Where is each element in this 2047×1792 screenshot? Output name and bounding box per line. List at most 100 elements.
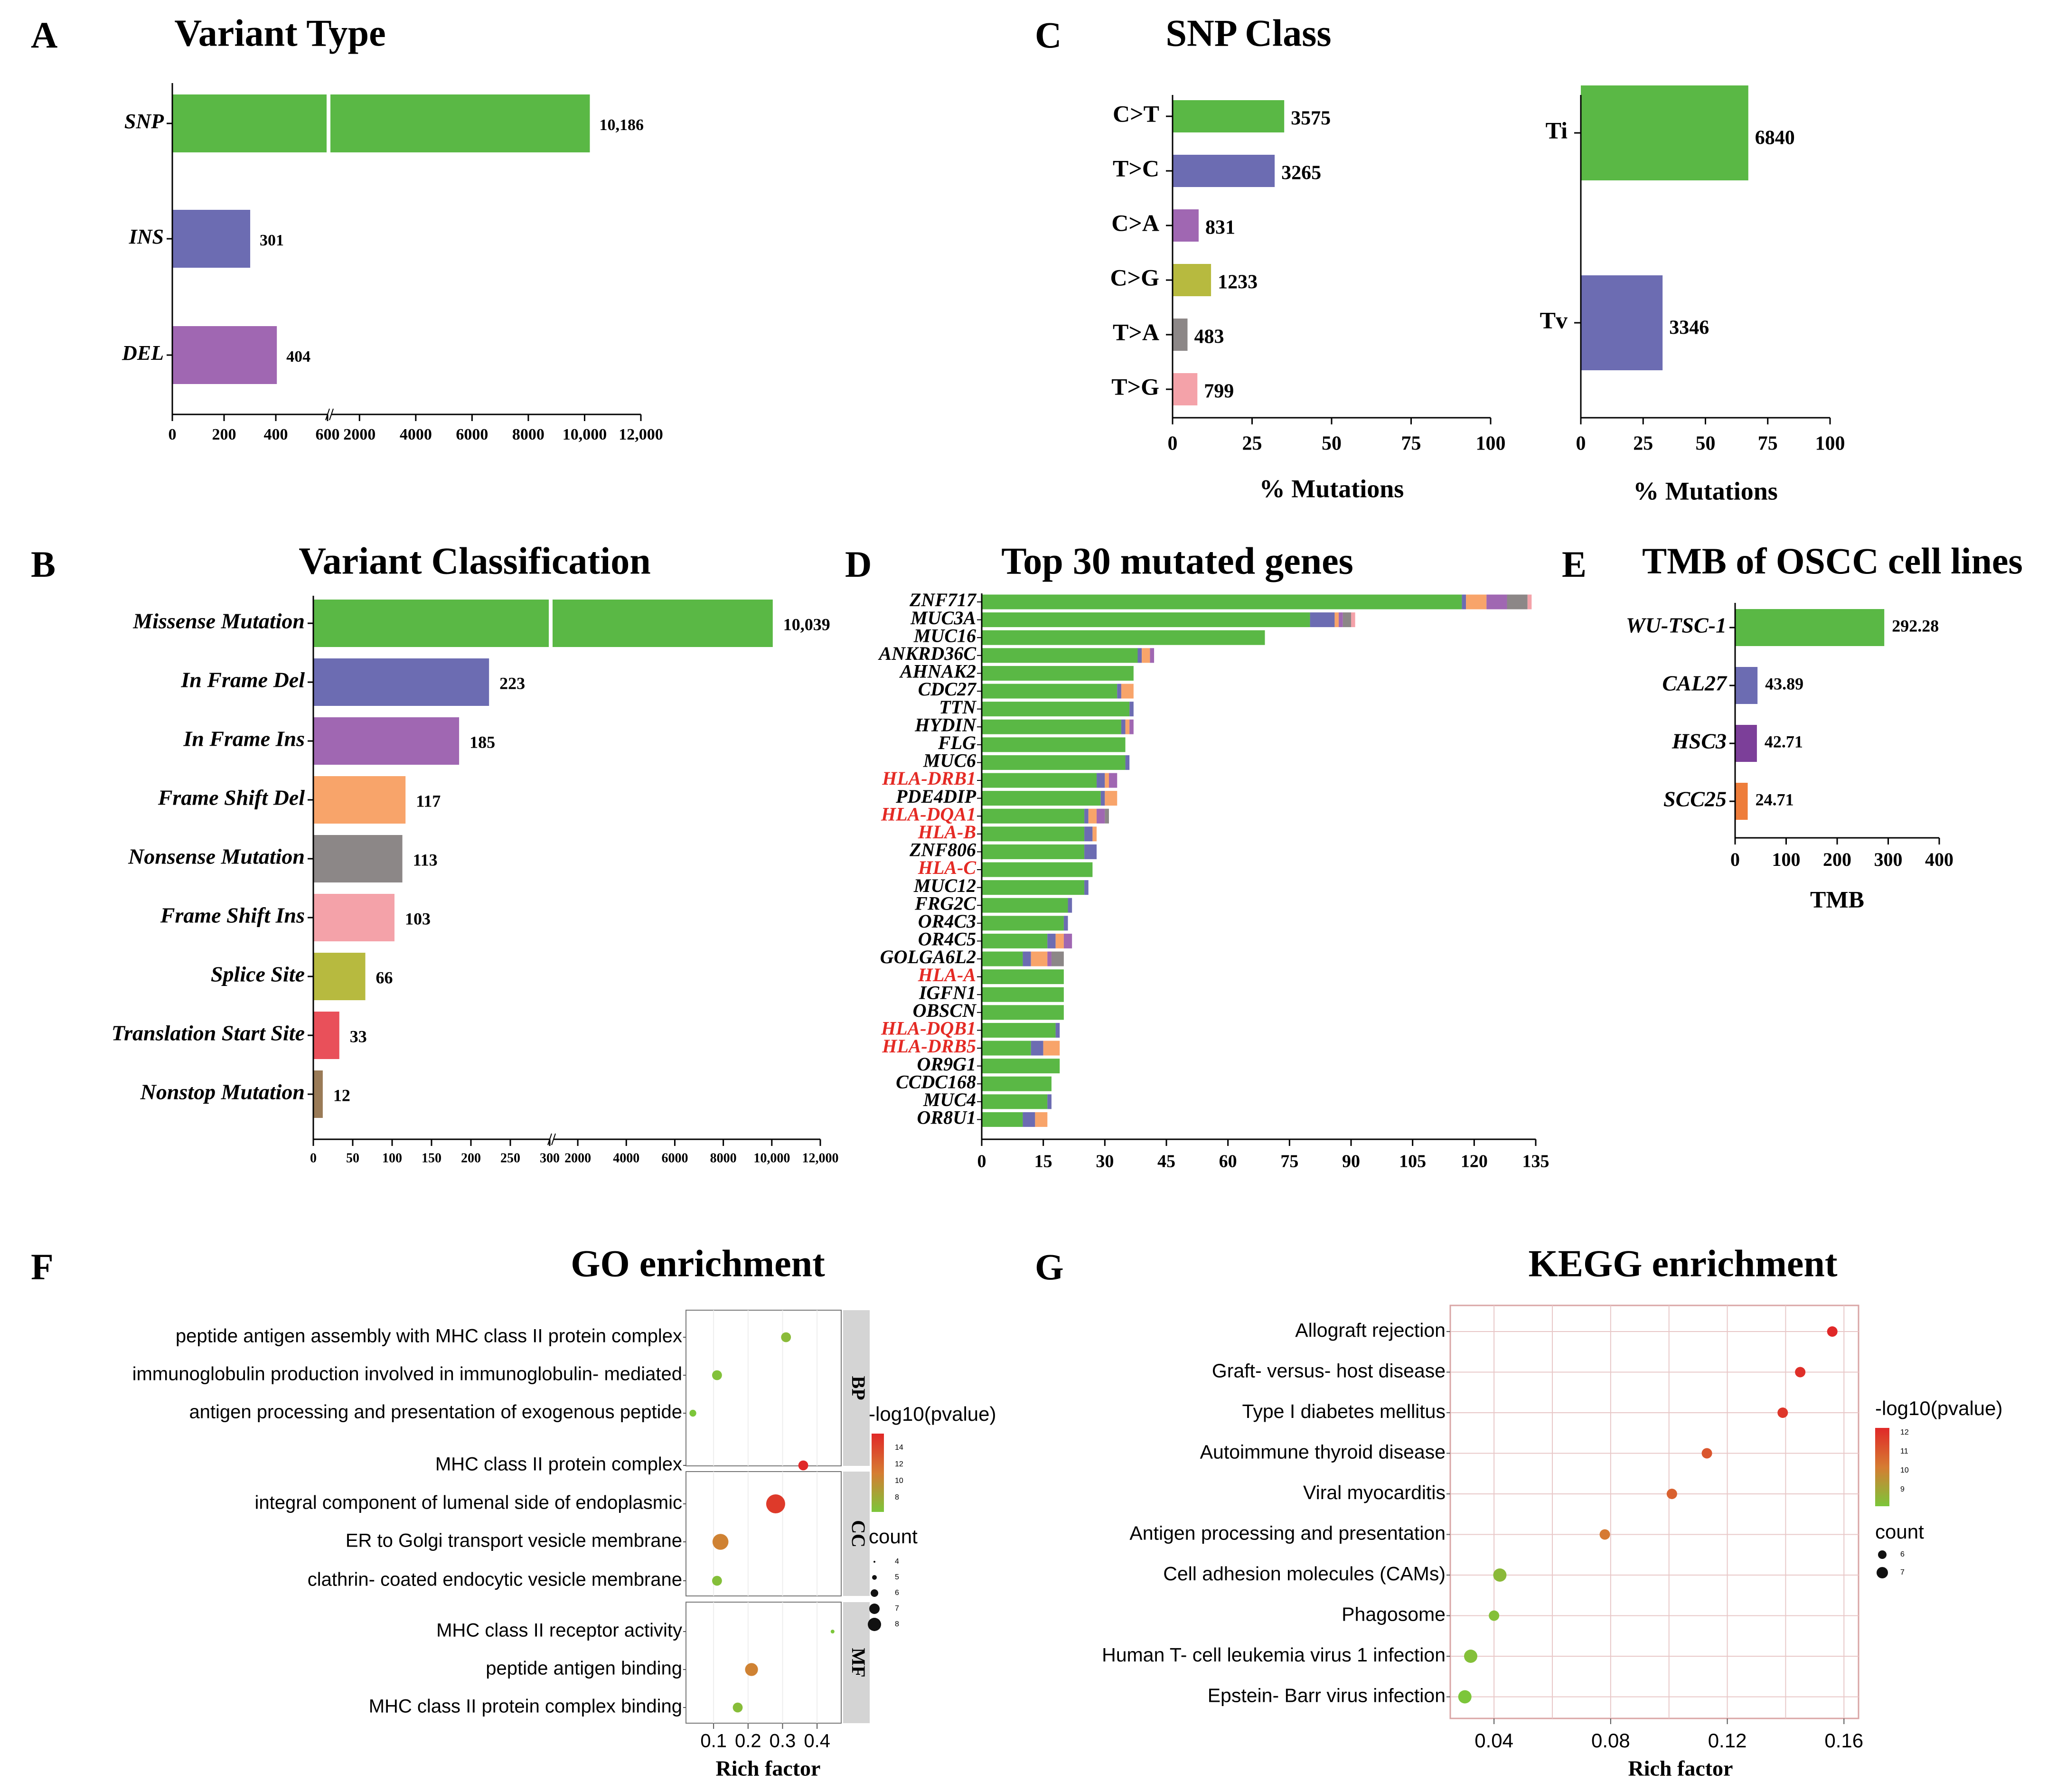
color-legend-tick: 10: [1900, 1466, 1909, 1474]
bar-segment-ahnak2: [982, 666, 1134, 681]
chart-title-variant-type: Variant Type: [174, 12, 385, 54]
facet-label-cc: CC: [848, 1520, 869, 1548]
data-label-t-a: 483: [1194, 326, 1224, 348]
x-tick-label: 300: [540, 1151, 560, 1165]
facet-strip-cc: [843, 1472, 870, 1596]
x-tick-label: 75: [1758, 433, 1778, 455]
bar-c-t: [1173, 100, 1285, 132]
bar-segment-igfn1: [982, 987, 1064, 1002]
color-legend-tick: 14: [895, 1444, 903, 1452]
point-er-to-golgi-transport-vesicle-membrane: [712, 1534, 729, 1550]
bar-segment-hla-b: [1084, 826, 1093, 842]
gene-label-muc4: MUC4: [923, 1089, 976, 1110]
gene-label-hla-dqa1: HLA-DQA1: [881, 803, 976, 825]
bar-segment-cdc27: [1117, 684, 1121, 699]
category-label-t-g: T>G: [1111, 373, 1159, 400]
category-label-scc25: SCC25: [1663, 787, 1727, 811]
bar-tv: [1581, 275, 1663, 370]
category-label-splice-site: Splice Site: [211, 962, 305, 986]
data-label-nonstop-mutation: 12: [333, 1086, 350, 1105]
x-tick-label: 8000: [512, 426, 545, 443]
bar-segment-znf717: [1466, 594, 1487, 610]
bar-segment-golga6l2: [1051, 951, 1064, 966]
gene-label-ankrd36c: ANKRD36C: [878, 643, 977, 664]
category-label-c-g: C>G: [1110, 264, 1160, 291]
bar-segment-hla-drb1: [1108, 773, 1117, 788]
x-tick-label: 6000: [456, 426, 488, 443]
x-tick-label: 200: [1823, 849, 1851, 870]
bar-segment-hla-dqa1: [1105, 808, 1109, 824]
size-legend-tick: 5: [895, 1573, 899, 1581]
facet-panel-cc: [685, 1471, 842, 1596]
point-mhc-class-ii-receptor-activity: [830, 1630, 835, 1633]
bar-c-g: [1173, 264, 1211, 296]
bar-segment-ankrd36c: [1137, 648, 1142, 663]
size-legend-tick: 7: [895, 1604, 899, 1613]
category-label-t-a: T>A: [1113, 319, 1159, 345]
term-label-mhc-class-ii-receptor-activity: MHC class II receptor activity: [436, 1620, 682, 1641]
x-tick-label: 100: [382, 1151, 402, 1165]
gene-label-hla-dqb1: HLA-DQB1: [881, 1018, 976, 1039]
point-cell-adhesion-molecules-cams: [1493, 1568, 1507, 1582]
term-label-human-t-cell-leukemia-virus-1-infection: Human T- cell leukemia virus 1 infection: [1102, 1644, 1446, 1666]
bar-segment-or4c5: [1055, 933, 1064, 948]
x-tick-label: 25: [1633, 433, 1653, 455]
x-tick-label: 0: [977, 1152, 986, 1172]
bar-t-a: [1173, 319, 1188, 351]
gene-label-hydin: HYDIN: [914, 714, 977, 735]
size-legend-dot: [872, 1575, 877, 1580]
color-legend-bar: [1875, 1428, 1889, 1506]
chart-title-tmb-of-oscc-cell-lines: TMB of OSCC cell lines: [1642, 540, 2023, 582]
chart-title-go-enrichment: GO enrichment: [571, 1243, 825, 1285]
x-tick-label: 45: [1157, 1152, 1175, 1172]
x-tick-label: 400: [1925, 849, 1953, 870]
category-label-tv: Tv: [1540, 307, 1568, 333]
x-tick-label: 300: [1874, 849, 1903, 870]
panel-letter-g: G: [1035, 1246, 1064, 1287]
size-legend-dot: [868, 1618, 881, 1631]
color-legend-tick: 12: [895, 1460, 903, 1468]
bar-segment-hla-drb5: [1043, 1041, 1060, 1056]
x-tick-label: 6000: [661, 1151, 688, 1165]
bar-segment-obscn: [982, 1005, 1064, 1020]
term-label-phagosome: Phagosome: [1342, 1603, 1446, 1625]
x-tick-label: 400: [264, 426, 288, 443]
bar-segment-muc3a: [1310, 612, 1335, 628]
gene-label-or8u1: OR8U1: [917, 1107, 976, 1128]
data-label-scc25: 24.71: [1756, 790, 1794, 809]
category-label-c-t: C>T: [1113, 100, 1159, 127]
size-legend-title: count: [1875, 1520, 1924, 1543]
bar-segment-znf717: [1507, 594, 1528, 610]
bar-segment-golga6l2: [1023, 951, 1031, 966]
data-label-in-frame-ins: 185: [469, 732, 495, 751]
bar-segment-muc12: [982, 880, 1085, 895]
size-legend-dot: [869, 1604, 880, 1614]
gene-label-hla-c: HLA-C: [918, 857, 977, 878]
bar-segment-muc4: [982, 1094, 1048, 1109]
category-label-ins: INS: [129, 225, 164, 248]
data-label-ins: 301: [260, 232, 284, 249]
data-label-frame-shift-ins: 103: [405, 909, 431, 928]
x-tick-label: 60: [1219, 1152, 1237, 1172]
x-tick-label: 2000: [564, 1151, 591, 1165]
term-label-antigen-processing-and-presentation-of-exogenous-peptide: antigen processing and presentation of e…: [189, 1402, 682, 1423]
bar-segment-or8u1: [982, 1112, 1023, 1127]
gene-label-muc12: MUC12: [913, 875, 976, 896]
category-label-hsc3: HSC3: [1671, 729, 1727, 753]
point-integral-component-of-lumenal-side-of-endoplasmic: [766, 1494, 785, 1513]
category-label-missense-mutation: Missense Mutation: [132, 609, 305, 633]
panel-letter-d: D: [845, 544, 872, 585]
x-tick-label: 200: [461, 1151, 481, 1165]
facet-label-mf: MF: [848, 1648, 869, 1677]
bar-segment-hla-b: [1092, 826, 1097, 842]
x-tick-label: 2000: [343, 426, 376, 443]
panel-letter-f: F: [31, 1246, 54, 1287]
category-label-c-a: C>A: [1111, 209, 1159, 236]
color-legend-bar: [872, 1434, 884, 1512]
point-phagosome: [1489, 1610, 1500, 1621]
bar-c-a: [1173, 209, 1199, 242]
data-label-tv: 3346: [1669, 317, 1709, 339]
point-epstein-barr-virus-infection: [1458, 1690, 1472, 1704]
size-legend-dot: [873, 1561, 875, 1563]
